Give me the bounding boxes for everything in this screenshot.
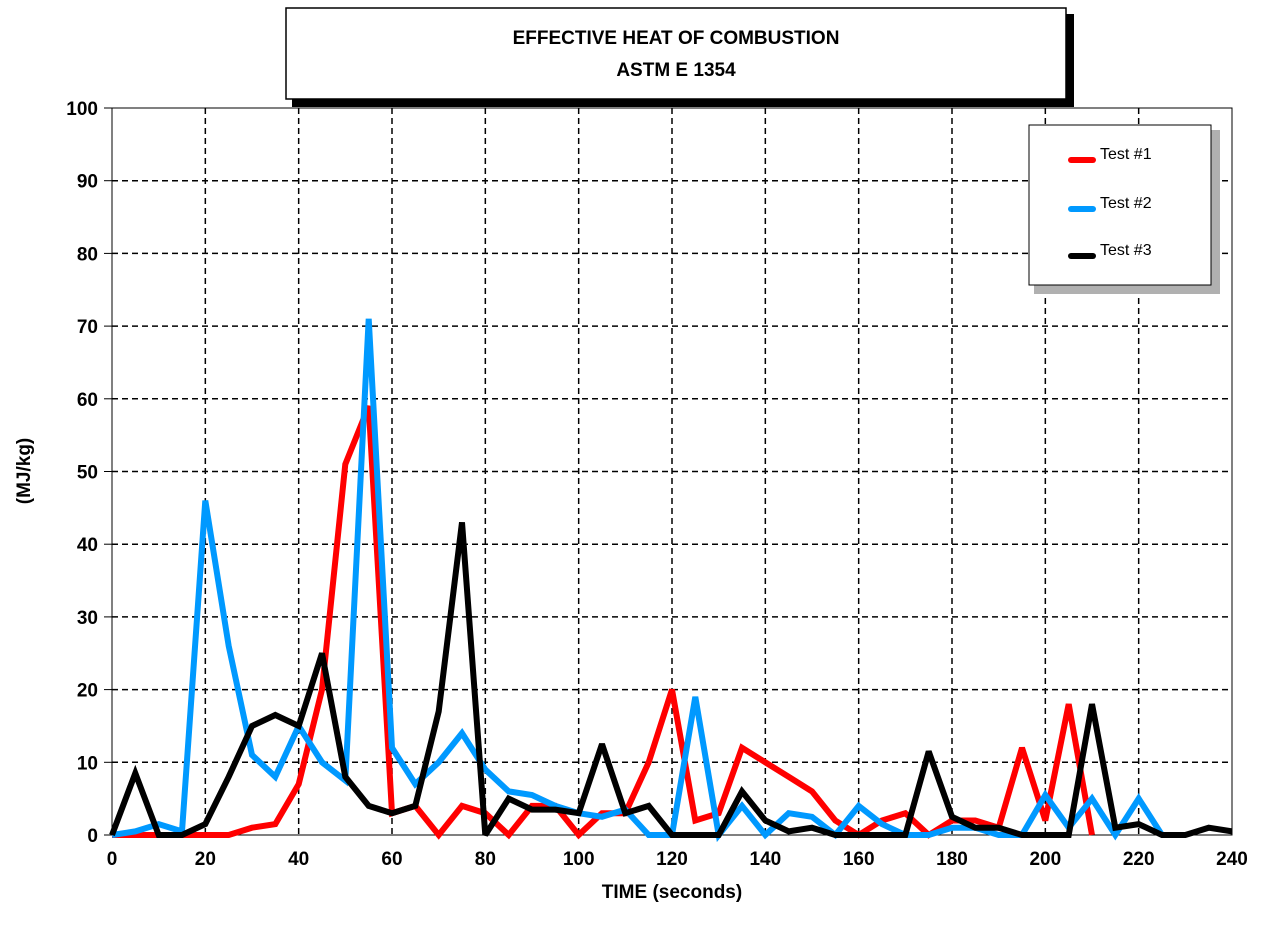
x-tick-label: 60 bbox=[381, 849, 402, 870]
series-line-test-3 bbox=[109, 522, 1233, 838]
series-line-test-2 bbox=[111, 318, 1165, 843]
x-tick-label: 160 bbox=[843, 849, 875, 870]
y-tick-label: 0 bbox=[87, 826, 98, 847]
chart-subtitle: ASTM E 1354 bbox=[616, 60, 736, 81]
y-tick-label: 80 bbox=[77, 244, 98, 265]
legend-entries: Test #1 Test #2 Test #3 bbox=[1068, 146, 1152, 259]
y-axis-label: (MJ/kg) bbox=[14, 438, 35, 505]
legend-label: Test #3 bbox=[1100, 242, 1152, 259]
x-tick-label: 200 bbox=[1029, 849, 1061, 870]
x-tick-label: 180 bbox=[936, 849, 968, 870]
title-box bbox=[285, 7, 1067, 100]
series-line-test-1 bbox=[112, 404, 1095, 840]
y-tick-label: 70 bbox=[77, 317, 98, 338]
x-tick-label: 40 bbox=[288, 849, 309, 870]
x-tick-label: 20 bbox=[195, 849, 216, 870]
series-lines bbox=[109, 318, 1233, 843]
x-tick-label: 100 bbox=[563, 849, 595, 870]
x-tick-label: 220 bbox=[1123, 849, 1155, 870]
x-tick-label: 80 bbox=[475, 849, 496, 870]
y-tick-label: 40 bbox=[77, 535, 98, 556]
y-tick-label: 60 bbox=[77, 390, 98, 411]
y-tick-label: 50 bbox=[77, 463, 98, 484]
y-tick-label: 20 bbox=[77, 681, 98, 702]
y-tick-label: 10 bbox=[77, 753, 98, 774]
x-tick-label: 120 bbox=[656, 849, 688, 870]
x-tick-label: 140 bbox=[749, 849, 781, 870]
legend bbox=[1028, 124, 1212, 286]
y-tick-label: 100 bbox=[66, 99, 98, 120]
grid bbox=[112, 108, 1232, 835]
y-tick-label: 30 bbox=[77, 608, 98, 629]
x-tick-label: 0 bbox=[107, 849, 118, 870]
axis-ticks: 0 20 40 60 80 100 120 140 160 180 200 220 240 0 10 20 30… bbox=[66, 99, 1248, 870]
legend-label: Test #2 bbox=[1100, 195, 1152, 212]
x-tick-label: 240 bbox=[1216, 849, 1248, 870]
legend-label: Test #1 bbox=[1100, 146, 1152, 163]
x-axis-label: TIME (seconds) bbox=[602, 882, 742, 903]
chart-title: EFFECTIVE HEAT OF COMBUSTION bbox=[513, 28, 840, 49]
y-tick-label: 90 bbox=[77, 172, 98, 193]
